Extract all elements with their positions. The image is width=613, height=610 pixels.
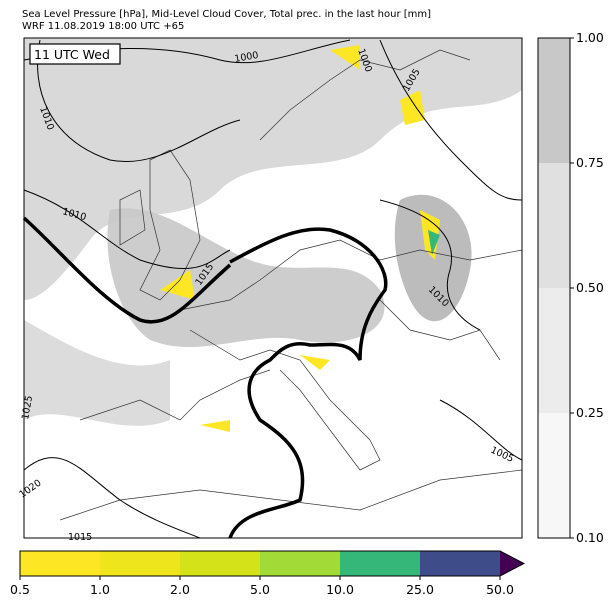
colorbar-segment <box>100 551 180 576</box>
colorbar-segment <box>20 551 100 576</box>
colorbar-tick-label: 10.0 <box>326 582 354 597</box>
colorbar-tick-label: 2.0 <box>170 582 190 597</box>
colorbar-tick-label: 1.0 <box>90 582 110 597</box>
colorbar-segment <box>180 551 260 576</box>
colorbar-segment <box>340 551 420 576</box>
time-label: 11 UTC Wed <box>34 47 110 62</box>
colorbar-segment <box>538 163 570 288</box>
colorbar-tick-label: 0.5 <box>10 582 30 597</box>
colorbar-extend <box>500 551 524 576</box>
colorbar-frame <box>19 550 526 577</box>
subtitle: WRF 11.08.2019 18:00 UTC +65 <box>22 21 184 32</box>
title: Sea Level Pressure [hPa], Mid-Level Clou… <box>22 9 431 20</box>
colorbar-tick-label: 0.10 <box>576 530 604 545</box>
colorbar-segment <box>538 38 570 163</box>
isobar-label: 1000 <box>234 50 260 65</box>
colorbar-segment <box>420 551 500 576</box>
colorbar-segment <box>538 413 570 538</box>
colorbar-tick-label: 0.50 <box>576 280 604 295</box>
colorbar-tick-label: 0.25 <box>576 405 604 420</box>
colorbar-segment <box>538 288 570 413</box>
cloud-colorbar: 0.10 0.25 0.50 0.75 1.00 <box>537 30 604 545</box>
colorbar-tick-label: 1.00 <box>576 30 604 45</box>
colorbar-segment <box>260 551 340 576</box>
colorbar-tick-label: 25.0 <box>406 582 434 597</box>
colorbar-tick-label: 5.0 <box>250 582 270 597</box>
map: 1000 100010051010101010151010100510251020… <box>17 37 523 543</box>
precip-colorbar: 0.5 1.0 2.0 5.0 10.0 25.0 50.0 <box>10 550 526 597</box>
colorbar-tick-label: 0.75 <box>576 155 604 170</box>
colorbar-tick-label: 50.0 <box>486 582 514 597</box>
